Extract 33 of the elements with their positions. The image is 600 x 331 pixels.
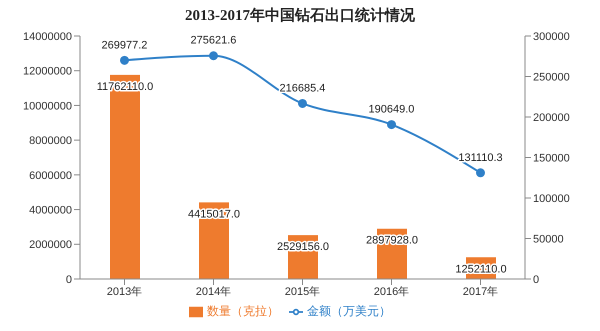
point <box>209 51 218 60</box>
data-label: 131110.3 <box>458 152 503 164</box>
y-tick-label: 6000000 <box>29 170 72 182</box>
y2-tick-label: 250000 <box>533 71 570 84</box>
y2-tick-label: 200000 <box>533 112 570 124</box>
data-label: 275621.6 <box>190 34 236 47</box>
legend-label: 金额（万美元） <box>307 304 391 318</box>
data-label: 190649.0 <box>368 104 414 116</box>
x-tick-label: 2016年 <box>374 286 410 298</box>
y2-tick-label: 50000 <box>533 233 564 246</box>
y2-tick-label: 150000 <box>533 152 570 164</box>
data-label: 216685.4 <box>280 82 326 94</box>
point <box>476 168 485 178</box>
x-tick-label: 2015年 <box>284 286 320 298</box>
y-tick-label: 8000000 <box>29 135 72 148</box>
data-label: 269977.2 <box>102 39 148 52</box>
legend-label: 数量（克拉） <box>207 304 279 318</box>
x-tick-label: 2017年 <box>462 286 498 298</box>
y-tick-label: 12000000 <box>23 66 72 78</box>
point <box>387 120 396 130</box>
y-tick-label: 0 <box>66 274 72 286</box>
point <box>120 56 129 65</box>
y-tick-label: 14000000 <box>23 30 72 43</box>
y2-tick-label: 100000 <box>533 192 570 205</box>
y-tick-label: 10000000 <box>23 100 72 112</box>
y-tick-label: 4000000 <box>29 204 72 216</box>
y-tick-label: 2000000 <box>29 239 72 252</box>
x-tick-label: 2013年 <box>106 286 142 298</box>
x-tick-label: 2014年 <box>196 286 232 298</box>
y2-tick-label: 0 <box>533 274 540 286</box>
chart-title: 2013-2017年中国钻石出口统计情况 <box>184 6 416 25</box>
point <box>298 98 307 108</box>
y2-tick-label: 300000 <box>533 30 570 43</box>
